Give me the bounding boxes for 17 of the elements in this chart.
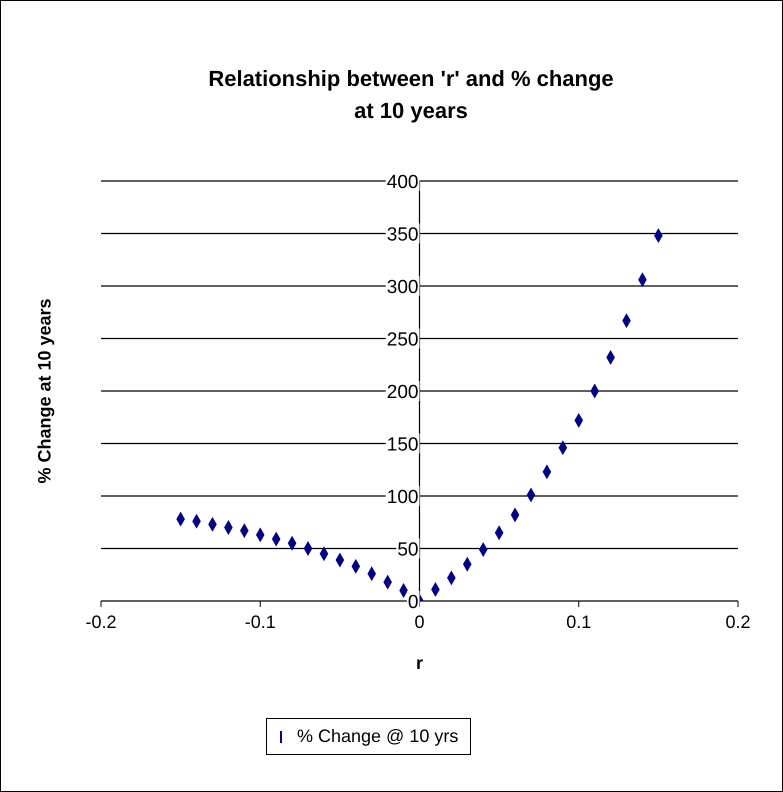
chart-title: Relationship between 'r' and % change at 10 years [207,65,615,125]
x-tick-label: 0.1 [566,612,592,632]
x-axis-title: r [416,653,424,673]
y-tick-label: 100 [386,487,418,508]
y-tick-label: 350 [386,224,418,246]
y-tick-label: 300 [386,277,418,298]
y-tick-label: 250 [386,330,418,350]
y-tick-label: 50 [397,540,418,560]
y-tick-label: 150 [386,434,418,456]
y-tick-label: 0 [408,592,418,613]
legend-label: % Change @ 10 yrs [297,726,458,747]
x-tick-label: 0.2 [725,612,751,632]
x-tick-label: -0.2 [85,612,117,632]
y-axis-title: % Change at 10 years [34,298,56,484]
y-tick-label: 200 [386,382,418,403]
x-tick-label: -0.1 [244,612,276,632]
y-tick-label: 400 [386,172,418,193]
